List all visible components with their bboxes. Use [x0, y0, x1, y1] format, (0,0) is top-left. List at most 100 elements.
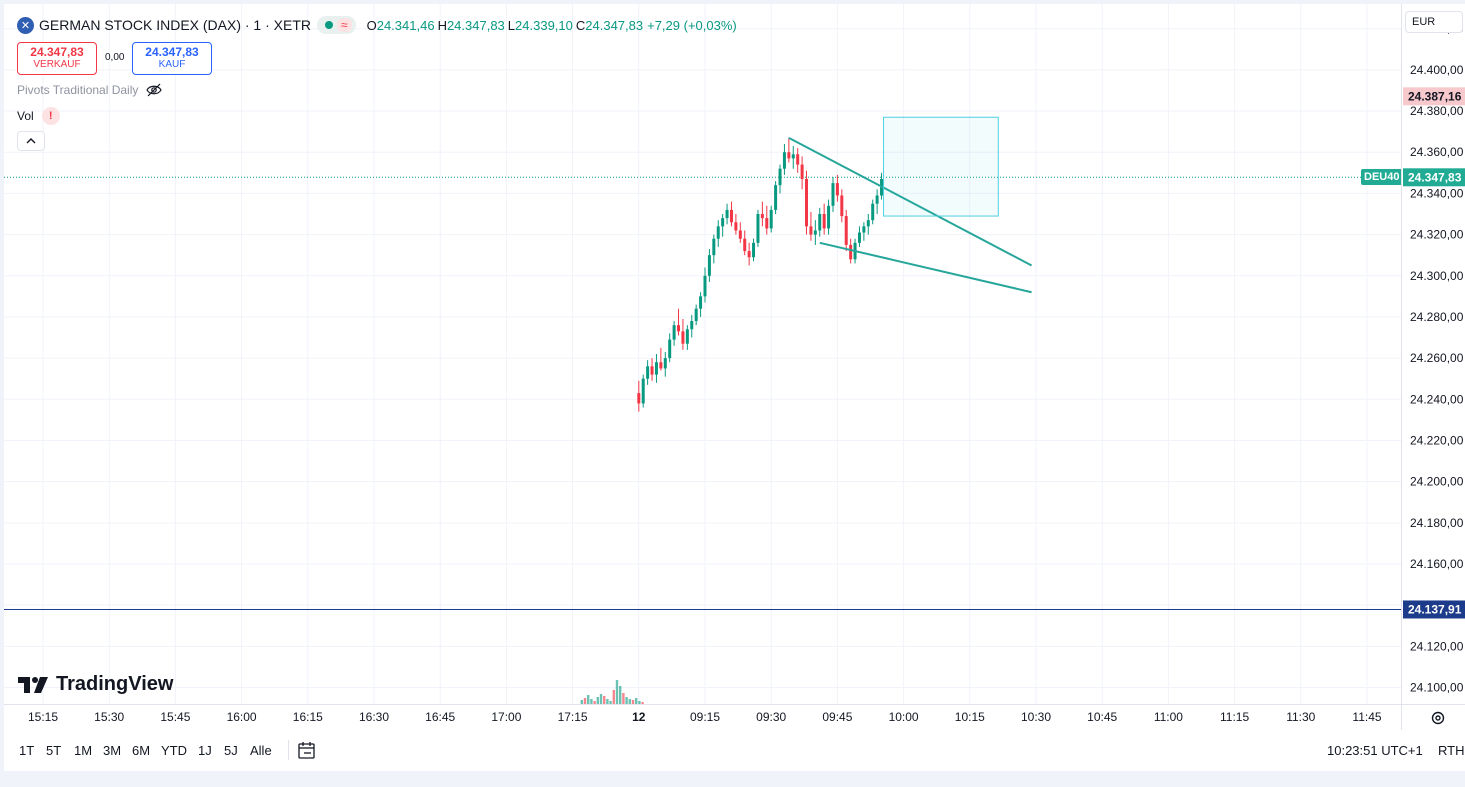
hidden-eye-icon[interactable] — [146, 83, 163, 97]
range-5d-button[interactable]: 5T — [46, 743, 62, 758]
candle-body — [787, 152, 791, 159]
price-scale[interactable]: 24.420,0024.400,0024.380,0024.360,0024.3… — [1401, 4, 1465, 704]
price-tag-label: 24.347,83 — [1408, 170, 1462, 184]
ohlc-open-label: O — [366, 17, 377, 33]
candle-body — [765, 218, 769, 229]
price-tick-label: 24.280,00 — [1410, 310, 1464, 324]
time-tick-label: 16:30 — [359, 710, 389, 724]
candle-body — [707, 255, 711, 276]
range-1d-button[interactable]: 1T — [19, 743, 35, 758]
range-ytd-button[interactable]: YTD — [161, 743, 187, 758]
clock-timezone[interactable]: 10:23:51 UTC+1 — [1327, 743, 1423, 758]
currency-selector[interactable]: EUR — [1405, 11, 1463, 33]
session-toggle[interactable]: RTH — [1438, 743, 1465, 758]
price-tick-label: 24.220,00 — [1410, 433, 1464, 447]
candle-body — [725, 209, 729, 219]
candle-body — [721, 218, 725, 227]
price-tick-label: 24.260,00 — [1410, 351, 1464, 365]
price-tick-label: 24.400,00 — [1410, 63, 1464, 77]
price-tick-label: 24.180,00 — [1410, 516, 1464, 530]
symbol-logo-icon[interactable]: ✕ — [17, 16, 34, 34]
candle-body — [716, 226, 720, 239]
spread-value: 0,00 — [105, 52, 125, 63]
range-6m-button[interactable]: 6M — [132, 743, 151, 758]
candle-body — [782, 152, 786, 169]
time-tick-label: 10:30 — [1021, 710, 1051, 724]
price-tag-background — [1403, 600, 1465, 619]
candle-body — [844, 216, 848, 245]
candle-body — [827, 205, 831, 229]
wedge-lower-trendline — [819, 241, 1032, 294]
volume-bar — [612, 690, 615, 704]
candle-body — [694, 308, 698, 322]
tradingview-wordmark: TradingView — [56, 673, 174, 695]
time-tick-label: 11:00 — [1154, 710, 1183, 724]
buy-button[interactable]: 24.347,83 KAUF — [132, 42, 212, 75]
bottom-toolbar: 1T 5T 1M 3M 6M YTD 1J 5J Alle 10:23:51 U… — [4, 734, 1465, 767]
time-tick-label: 09:15 — [690, 710, 720, 724]
pivots-indicator-legend[interactable]: Pivots Traditional Daily — [17, 83, 163, 97]
candle-body — [875, 195, 879, 204]
volume-bar — [641, 702, 644, 704]
candle-body — [774, 185, 778, 210]
candle-body — [849, 244, 853, 260]
time-tick-label: 11:30 — [1286, 710, 1315, 724]
volume-bar — [609, 701, 612, 704]
ohlc-low-value: 24.339,10 — [515, 17, 573, 33]
candle-body — [637, 393, 641, 404]
volume-bar — [603, 696, 606, 704]
symbol-title[interactable]: GERMAN STOCK INDEX (DAX) · 1 · XETR — [39, 17, 311, 33]
price-tag-background — [1403, 87, 1465, 106]
calendar-goto-icon[interactable] — [297, 741, 317, 760]
volume-bar — [615, 680, 619, 704]
volume-indicator-legend[interactable]: Vol ! — [17, 107, 60, 125]
market-open-dot-icon — [325, 21, 333, 29]
time-axis[interactable]: 15:15 15:30 15:45 16:00 16:15 16:30 16:45 17:00… — [4, 704, 1401, 730]
volume-bar — [619, 686, 622, 704]
candlestick-chart[interactable] — [4, 4, 1401, 704]
volume-bar — [583, 698, 587, 704]
chart-pane[interactable]: ✕ GERMAN STOCK INDEX (DAX) · 1 · XETR ≈ … — [4, 4, 1401, 704]
ohlc-close-label: C — [575, 17, 586, 33]
candle-body — [862, 226, 866, 233]
price-scale-axis[interactable]: 24.420,0024.400,0024.380,0024.360,0024.3… — [1402, 4, 1465, 704]
time-tick-label: 16:45 — [425, 710, 455, 724]
warning-icon[interactable]: ! — [41, 107, 60, 125]
price-tick-label: 24.240,00 — [1410, 392, 1464, 406]
range-3m-button[interactable]: 3M — [103, 743, 122, 758]
time-tick-label: 16:00 — [227, 710, 257, 724]
candle-body — [690, 321, 694, 330]
symbol-price-tag: DEU40 — [1361, 169, 1401, 186]
range-5y-button[interactable]: 5J — [224, 743, 238, 758]
range-all-button[interactable]: Alle — [250, 743, 272, 758]
toolbar-divider — [288, 740, 289, 760]
sell-button[interactable]: 24.347,83 VERKAUF — [17, 42, 97, 75]
volume-bar — [606, 699, 609, 704]
candle-body — [747, 251, 751, 258]
candle-body — [840, 195, 844, 217]
range-1m-button[interactable]: 1M — [74, 743, 93, 758]
candle-body — [809, 226, 813, 235]
candle-body — [778, 168, 782, 186]
candle-body — [805, 179, 809, 227]
candle-body — [734, 222, 738, 231]
tradingview-watermark[interactable]: TradingView — [18, 673, 173, 696]
candle-body — [663, 358, 667, 369]
candle-body — [791, 154, 795, 159]
time-axis-labels[interactable]: 15:15 15:30 15:45 16:00 16:15 16:30 16:45 17:00… — [4, 705, 1401, 731]
collapse-legend-button[interactable] — [17, 131, 45, 151]
chevron-up-icon — [26, 138, 36, 144]
candle-body — [659, 362, 663, 369]
range-1y-button[interactable]: 1J — [198, 743, 212, 758]
volume-bar — [631, 700, 635, 704]
market-status[interactable]: ≈ — [317, 16, 356, 34]
ohlc-change: +7,29 (+0,03%) — [647, 17, 737, 33]
candle-body — [831, 183, 835, 206]
price-tick-label: 24.340,00 — [1410, 186, 1464, 200]
candle-body — [641, 378, 645, 404]
candle-body — [835, 183, 839, 196]
candle-body — [756, 214, 760, 243]
price-tick-label: 24.100,00 — [1410, 681, 1464, 695]
price-tag-background — [1403, 168, 1465, 187]
gear-icon[interactable] — [1430, 710, 1446, 726]
